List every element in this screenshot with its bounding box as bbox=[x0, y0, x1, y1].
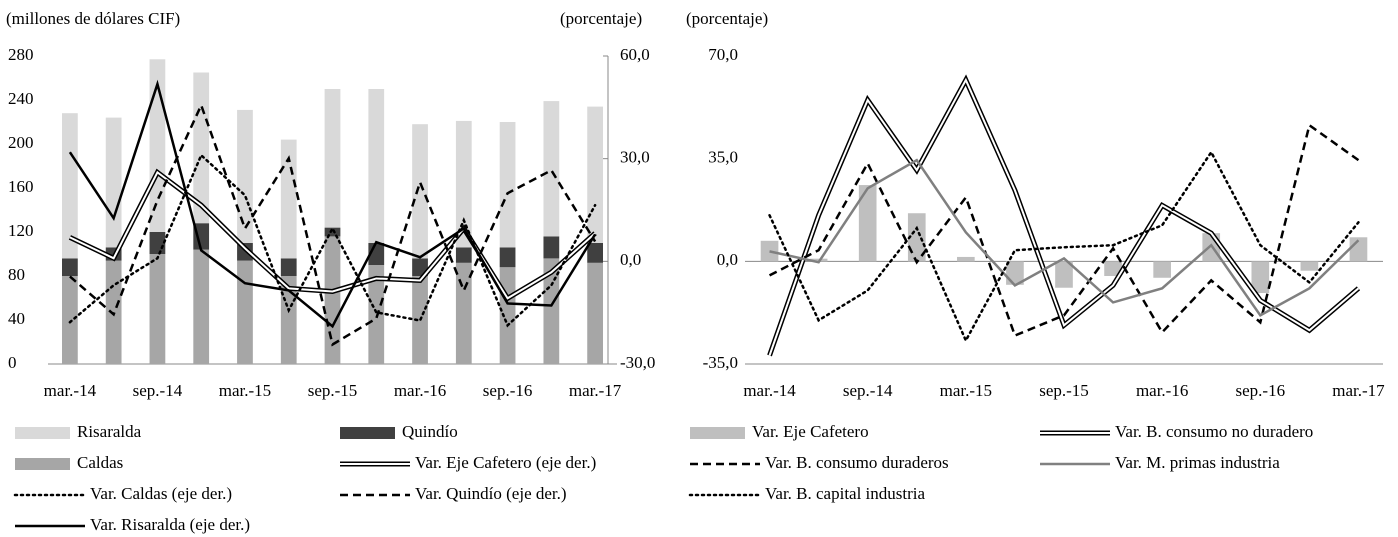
x-tick-label: sep.-15 bbox=[308, 381, 358, 400]
x-tick-label: mar.-17 bbox=[1332, 381, 1385, 400]
x-tick-label: mar.-14 bbox=[743, 381, 796, 400]
bar bbox=[105, 117, 122, 248]
bar bbox=[193, 72, 210, 224]
bar bbox=[907, 213, 926, 262]
y-tick-label: 0,0 bbox=[717, 250, 738, 269]
bar bbox=[412, 258, 428, 276]
x-tick-label: mar.-15 bbox=[940, 381, 992, 400]
y-tick-label: 240 bbox=[8, 89, 34, 108]
x-tick-label: sep.-16 bbox=[483, 381, 533, 400]
y-tick-label: 200 bbox=[8, 133, 34, 152]
legend-label: Var. Caldas (eje der.) bbox=[90, 484, 232, 503]
legend-label: Var. Quindío (eje der.) bbox=[415, 484, 567, 503]
bar bbox=[324, 89, 341, 228]
bar bbox=[280, 258, 297, 276]
bar bbox=[62, 113, 78, 259]
bar bbox=[1153, 261, 1171, 278]
bar bbox=[62, 276, 78, 364]
line bbox=[69, 101, 597, 347]
bar bbox=[455, 120, 472, 248]
y-tick-label: 0 bbox=[8, 353, 17, 372]
bar bbox=[324, 227, 341, 237]
bar bbox=[193, 223, 210, 250]
bar bbox=[957, 256, 975, 262]
legend-label: Var. Eje Cafetero (eje der.) bbox=[415, 453, 596, 472]
y-tick-label: 70,0 bbox=[708, 45, 738, 64]
legend-swatch bbox=[690, 427, 745, 439]
x-tick-label: mar.-16 bbox=[394, 381, 446, 400]
y-tick-label: 80 bbox=[8, 265, 25, 284]
bar bbox=[1300, 261, 1319, 271]
line bbox=[768, 149, 1360, 344]
bar bbox=[543, 258, 560, 364]
y-axis-label: (millones de dólares CIF) bbox=[6, 9, 180, 28]
x-tick-label: mar.-17 bbox=[569, 381, 622, 400]
y2-tick-label: -30,0 bbox=[620, 353, 655, 372]
x-tick-label: sep.-16 bbox=[1236, 381, 1286, 400]
bar bbox=[499, 122, 516, 248]
bar bbox=[587, 262, 603, 364]
bar bbox=[499, 247, 516, 268]
x-tick-label: sep.-14 bbox=[133, 381, 183, 400]
bar bbox=[237, 109, 253, 244]
bar bbox=[499, 267, 516, 364]
bar bbox=[587, 106, 603, 243]
y-tick-label: 160 bbox=[8, 177, 34, 196]
line bbox=[768, 123, 1360, 338]
bar bbox=[368, 89, 385, 243]
y-axis-label: (porcentaje) bbox=[686, 9, 768, 28]
bar bbox=[62, 258, 78, 276]
y-tick-label: -35,0 bbox=[703, 353, 738, 372]
legend-label: Var. B. consumo duraderos bbox=[765, 453, 949, 472]
y2-tick-label: 60,0 bbox=[620, 45, 650, 64]
x-tick-label: mar.-14 bbox=[44, 381, 97, 400]
legend-label: Risaralda bbox=[77, 422, 142, 441]
line-inner bbox=[69, 170, 596, 300]
legend-label: Caldas bbox=[77, 453, 123, 472]
legend-swatch bbox=[15, 458, 70, 470]
legend-label: Var. Risaralda (eje der.) bbox=[90, 515, 250, 534]
bar bbox=[455, 247, 472, 263]
x-tick-label: mar.-15 bbox=[219, 381, 271, 400]
bar bbox=[543, 101, 560, 237]
line bbox=[68, 153, 597, 328]
y-tick-label: 40 bbox=[8, 309, 25, 328]
bar bbox=[1055, 261, 1073, 288]
bar bbox=[237, 260, 253, 364]
bar bbox=[149, 254, 166, 364]
bar bbox=[412, 124, 428, 259]
legend-label: Quindío bbox=[402, 422, 458, 441]
bar bbox=[858, 185, 877, 262]
bar bbox=[1104, 261, 1122, 276]
bar bbox=[280, 139, 297, 259]
y2-tick-label: 30,0 bbox=[620, 148, 650, 167]
bar bbox=[543, 236, 560, 259]
legend-swatch bbox=[340, 427, 395, 439]
x-tick-label: sep.-15 bbox=[1039, 381, 1089, 400]
legend-label: Var. M. primas industria bbox=[1115, 453, 1280, 472]
line-inner bbox=[768, 77, 1360, 356]
line bbox=[68, 79, 597, 329]
legend-label: Var. Eje Cafetero bbox=[752, 422, 869, 441]
y-tick-label: 35,0 bbox=[708, 148, 738, 167]
x-tick-label: sep.-14 bbox=[843, 381, 893, 400]
bar bbox=[760, 240, 779, 262]
bar bbox=[193, 249, 210, 364]
x-tick-label: mar.-16 bbox=[1136, 381, 1188, 400]
y-tick-label: 280 bbox=[8, 45, 34, 64]
y-tick-label: 120 bbox=[8, 221, 34, 240]
legend-label: Var. B. capital industria bbox=[765, 484, 926, 503]
legend-label: Var. B. consumo no duradero bbox=[1115, 422, 1313, 441]
y2-axis-label: (porcentaje) bbox=[560, 9, 642, 28]
legend-swatch bbox=[15, 427, 70, 439]
bar bbox=[455, 262, 472, 364]
bar bbox=[149, 232, 166, 254]
line bbox=[769, 158, 1360, 317]
y2-tick-label: 0,0 bbox=[620, 250, 641, 269]
bar bbox=[1251, 261, 1270, 294]
bar bbox=[587, 243, 603, 263]
